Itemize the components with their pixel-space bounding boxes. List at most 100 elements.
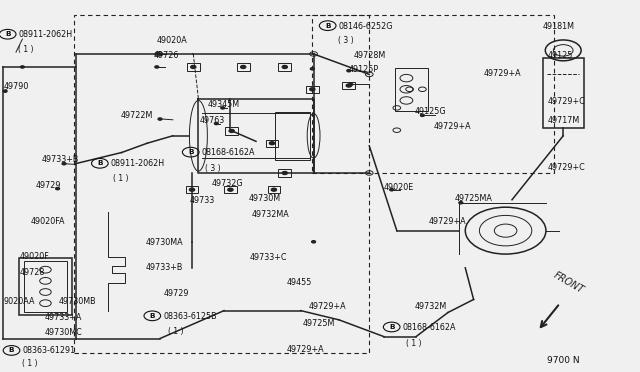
Text: 49732M: 49732M bbox=[415, 302, 447, 311]
Circle shape bbox=[155, 66, 159, 68]
Text: 49729+A: 49729+A bbox=[429, 217, 467, 226]
Circle shape bbox=[20, 66, 24, 68]
Text: 49733+B: 49733+B bbox=[42, 155, 79, 164]
Circle shape bbox=[221, 107, 225, 109]
Circle shape bbox=[229, 129, 234, 132]
Text: B: B bbox=[5, 31, 10, 37]
Text: 49733+C: 49733+C bbox=[250, 253, 287, 262]
Text: 9020AA: 9020AA bbox=[3, 297, 35, 306]
Text: 49730MA: 49730MA bbox=[146, 238, 184, 247]
Circle shape bbox=[228, 188, 233, 191]
Text: 08146-6252G: 08146-6252G bbox=[339, 22, 393, 31]
Text: ( 1 ): ( 1 ) bbox=[406, 339, 422, 348]
Circle shape bbox=[214, 122, 218, 125]
Bar bbox=[312, 15, 554, 173]
Circle shape bbox=[312, 241, 316, 243]
Circle shape bbox=[282, 65, 287, 68]
Text: ( 1 ): ( 1 ) bbox=[168, 327, 183, 336]
Bar bbox=[237, 63, 250, 71]
Text: 49733+A: 49733+A bbox=[45, 313, 82, 322]
Text: 49725MA: 49725MA bbox=[454, 194, 492, 203]
Text: 49733: 49733 bbox=[190, 196, 215, 205]
Bar bbox=[278, 63, 291, 71]
Text: 49181M: 49181M bbox=[543, 22, 575, 31]
Bar bbox=[74, 15, 369, 353]
Bar bbox=[266, 140, 278, 147]
Bar bbox=[275, 112, 310, 160]
Circle shape bbox=[189, 188, 195, 191]
Text: 49345M: 49345M bbox=[207, 100, 239, 109]
Text: 49728M: 49728M bbox=[354, 51, 386, 60]
Text: B: B bbox=[389, 324, 394, 330]
Text: 49729+A: 49729+A bbox=[433, 122, 471, 131]
Text: 08168-6162A: 08168-6162A bbox=[202, 148, 255, 157]
Text: B: B bbox=[150, 313, 155, 319]
Text: 49729: 49729 bbox=[163, 289, 189, 298]
Circle shape bbox=[62, 163, 66, 165]
Circle shape bbox=[158, 118, 162, 120]
Circle shape bbox=[459, 202, 463, 204]
Bar bbox=[278, 169, 291, 177]
Text: 49730MB: 49730MB bbox=[59, 297, 97, 306]
Circle shape bbox=[282, 171, 287, 174]
Text: 49729+A: 49729+A bbox=[483, 69, 521, 78]
Bar bbox=[225, 127, 238, 135]
Bar bbox=[268, 186, 280, 193]
Text: 49730MC: 49730MC bbox=[45, 328, 83, 337]
Circle shape bbox=[3, 90, 7, 92]
Circle shape bbox=[241, 65, 246, 68]
Text: 49020E: 49020E bbox=[384, 183, 414, 192]
Text: 49726: 49726 bbox=[154, 51, 179, 60]
Text: 49455: 49455 bbox=[287, 278, 312, 287]
Circle shape bbox=[271, 188, 276, 191]
Text: 49729+C: 49729+C bbox=[547, 97, 585, 106]
Circle shape bbox=[349, 83, 353, 86]
Text: 9700 N: 9700 N bbox=[547, 356, 580, 365]
Circle shape bbox=[346, 84, 351, 87]
Text: 08911-2062H: 08911-2062H bbox=[111, 159, 165, 168]
Text: 49020F: 49020F bbox=[19, 252, 49, 261]
Circle shape bbox=[420, 114, 424, 116]
Text: B: B bbox=[9, 347, 14, 353]
Text: 49729: 49729 bbox=[35, 181, 61, 190]
Text: B: B bbox=[325, 23, 330, 29]
Text: 08911-2062H: 08911-2062H bbox=[19, 30, 73, 39]
Circle shape bbox=[191, 65, 196, 68]
Text: ( 1 ): ( 1 ) bbox=[113, 174, 129, 183]
Text: 49733+B: 49733+B bbox=[146, 263, 183, 272]
Circle shape bbox=[56, 187, 60, 190]
Text: 49728: 49728 bbox=[19, 268, 45, 277]
Circle shape bbox=[390, 189, 394, 191]
Text: 49125G: 49125G bbox=[415, 107, 446, 116]
Text: ( 1 ): ( 1 ) bbox=[18, 45, 33, 54]
Circle shape bbox=[269, 142, 275, 145]
Circle shape bbox=[157, 53, 161, 55]
Text: FRONT: FRONT bbox=[552, 270, 586, 296]
Text: 49725M: 49725M bbox=[303, 319, 335, 328]
Text: 49717M: 49717M bbox=[547, 116, 579, 125]
Text: ( 3 ): ( 3 ) bbox=[205, 164, 220, 173]
Circle shape bbox=[347, 70, 351, 72]
Text: 49763: 49763 bbox=[200, 116, 225, 125]
Text: 08363-61291: 08363-61291 bbox=[22, 346, 76, 355]
Text: 49020FA: 49020FA bbox=[31, 217, 65, 226]
Text: 49125: 49125 bbox=[547, 51, 573, 60]
Text: 49730M: 49730M bbox=[248, 195, 280, 203]
Bar bbox=[543, 58, 584, 128]
Text: 49125P: 49125P bbox=[349, 65, 379, 74]
Text: 49722M: 49722M bbox=[120, 111, 153, 120]
Bar bbox=[187, 63, 200, 71]
Bar bbox=[186, 186, 198, 193]
Text: 49729+A: 49729+A bbox=[287, 345, 324, 354]
Bar bbox=[24, 261, 67, 311]
Text: 08363-6125B: 08363-6125B bbox=[163, 312, 217, 321]
Text: 49790: 49790 bbox=[3, 82, 29, 91]
Text: 49732G: 49732G bbox=[211, 179, 243, 188]
Bar bbox=[224, 186, 237, 193]
Text: 49729+C: 49729+C bbox=[547, 163, 585, 172]
Text: 49729+A: 49729+A bbox=[309, 302, 347, 311]
Text: B: B bbox=[97, 160, 102, 166]
Text: ( 1 ): ( 1 ) bbox=[22, 359, 38, 368]
Bar bbox=[19, 257, 72, 315]
Circle shape bbox=[310, 68, 314, 70]
